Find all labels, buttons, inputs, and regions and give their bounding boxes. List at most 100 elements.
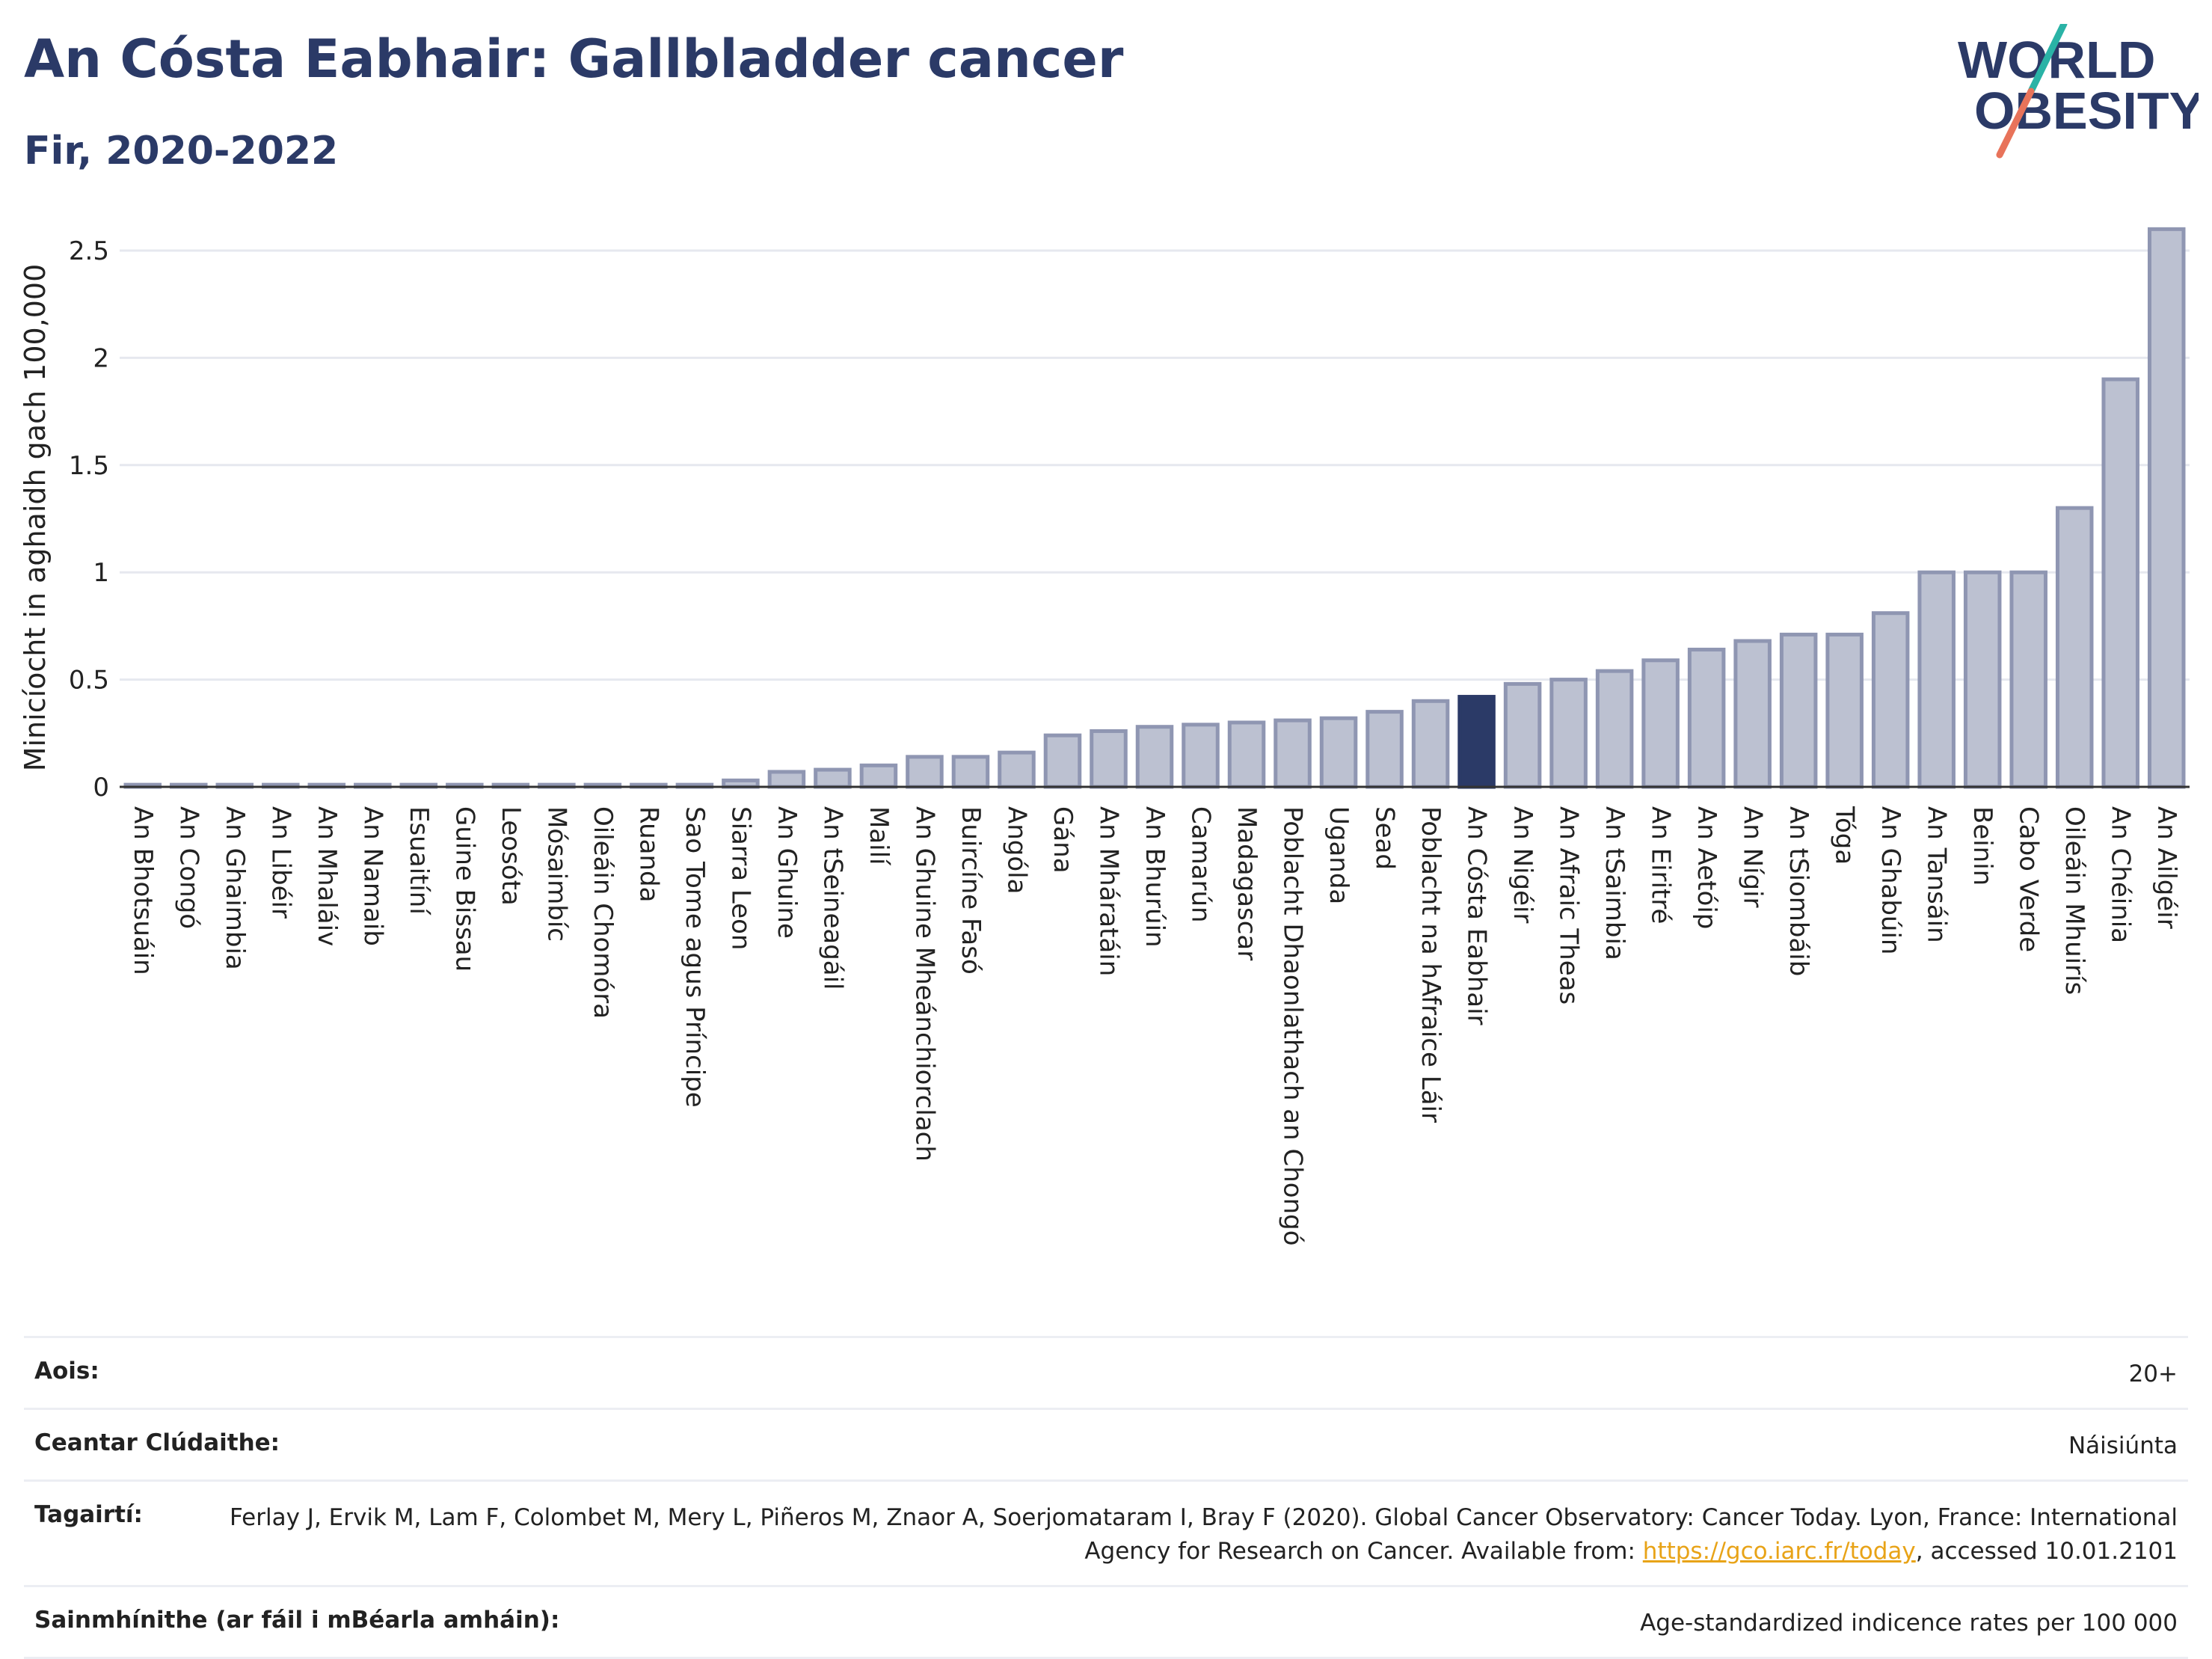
bar — [1733, 639, 1772, 789]
x-tick-label: Beinin — [1967, 806, 1997, 886]
bar — [1503, 681, 1542, 789]
bar — [1549, 678, 1588, 789]
y-tick-label: 2.5 — [69, 236, 109, 266]
x-tick-label: Leosóta — [496, 806, 526, 906]
bar — [1365, 710, 1404, 789]
bar — [1227, 720, 1266, 789]
definitions-label: Sainmhínithe (ar fáil i mBéarla amháin): — [34, 1606, 560, 1634]
references-value: Ferlay J, Ervik M, Lam F, Colombet M, Me… — [173, 1501, 2178, 1568]
bar — [1917, 570, 1956, 789]
x-tick-label: An Congó — [173, 806, 203, 929]
x-tick-label: An Chéinia — [2106, 806, 2136, 943]
reference-link[interactable]: https://gco.iarc.fr/today — [1642, 1537, 1916, 1565]
footer-row-references: Tagairtí: Ferlay J, Ervik M, Lam F, Colo… — [24, 1479, 2188, 1585]
x-tick-label: Sead — [1370, 806, 1400, 870]
chart-footer: Aois: 20+ Ceantar Clúdaithe: Náisiúnta T… — [24, 1336, 2188, 1659]
x-tick-label: Oileáin Mhuirís — [2059, 806, 2089, 995]
bar — [1274, 718, 1312, 789]
x-tick-label: An Afraic Theas — [1554, 806, 1584, 1005]
logo-slash-top — [2027, 24, 2068, 95]
x-axis-ticks: An Bhotsuáin An Congó An Ghaimbia An Libéir… — [128, 806, 2181, 1246]
bar — [906, 755, 944, 789]
bar — [1963, 570, 2002, 789]
x-tick-label: An Ailgéir — [2151, 806, 2181, 929]
age-value: 20+ — [2128, 1361, 2178, 1387]
references-label: Tagairtí: — [34, 1500, 143, 1528]
bar — [1825, 632, 1864, 789]
x-tick-label: Buircíne Fasó — [956, 806, 986, 975]
bar — [2101, 377, 2139, 789]
y-tick-label: 0 — [93, 773, 109, 803]
x-tick-label: An tSeineagáil — [817, 806, 847, 990]
bar — [1090, 729, 1128, 789]
x-tick-label: An Bhotsuáin — [128, 806, 158, 975]
y-tick-label: 0.5 — [69, 666, 109, 696]
x-tick-label: Angóla — [1001, 806, 1031, 894]
bar — [1411, 699, 1450, 789]
x-tick-label: Ruanda — [633, 806, 663, 902]
x-tick-label: An Tansáin — [1922, 806, 1952, 943]
y-axis-ticks: 0 0.5 1 1.5 2 2.5 — [69, 236, 109, 803]
x-tick-label: An Cósta Eabhair — [1462, 806, 1492, 1025]
bar — [951, 755, 990, 789]
bar-highlighted — [1457, 695, 1496, 789]
x-tick-label: An tSaimbia — [1600, 806, 1629, 960]
bar — [998, 750, 1036, 789]
x-tick-label: Mósaimbíc — [541, 806, 571, 942]
bar — [1135, 725, 1174, 789]
x-tick-label: Oileáin Chomóra — [588, 806, 618, 1019]
x-tick-label: An Aetóip — [1692, 806, 1721, 929]
x-tick-label: Camarún — [1186, 806, 1216, 923]
bar — [1779, 632, 1818, 789]
x-tick-label: An Mhaláiv — [312, 806, 342, 946]
logo-slash-bottom — [1996, 88, 2035, 159]
bar — [1641, 658, 1680, 789]
x-tick-label: An Bhurúin — [1140, 806, 1170, 948]
x-tick-label: Gána — [1048, 806, 1078, 874]
y-tick-label: 1.5 — [69, 451, 109, 481]
bar — [1182, 723, 1220, 789]
x-tick-label: Uganda — [1324, 806, 1354, 904]
age-label: Aois: — [34, 1358, 99, 1384]
x-tick-label: An Ghabúin — [1875, 806, 1905, 954]
bar — [1871, 611, 1910, 789]
area-value: Náisiúnta — [2068, 1432, 2178, 1459]
footer-row-definitions: Sainmhínithe (ar fáil i mBéarla amháin):… — [24, 1584, 2188, 1659]
page-title: An Cósta Eabhair: Gallbladder cancer — [24, 28, 1124, 90]
x-tick-label: An Nígir — [1738, 806, 1768, 908]
y-tick-label: 1 — [93, 558, 109, 588]
x-tick-label: Madagascar — [1232, 806, 1262, 960]
bar — [2009, 570, 2047, 789]
x-tick-label: Poblacht na hAfraice Láir — [1416, 806, 1446, 1123]
x-tick-label: An Ghuine — [772, 806, 802, 939]
x-tick-label: Siarra Leon — [725, 806, 755, 950]
x-tick-label: Sao Tome agus Príncipe — [680, 806, 710, 1108]
x-tick-label: Guine Bissau — [449, 806, 479, 972]
bar — [1043, 733, 1082, 789]
bar — [2147, 227, 2186, 789]
x-tick-label: Esuaitíní — [404, 806, 434, 916]
reference-text: Ferlay J, Ervik M, Lam F, Colombet M, Me… — [230, 1503, 2178, 1565]
x-tick-label: An Ghaimbia — [220, 806, 250, 970]
x-tick-label: An Ghuine Mheánchiorclach — [909, 806, 939, 1162]
x-tick-label: An Eiritré — [1646, 806, 1676, 924]
world-obesity-logo: WORLD OBESITY — [1958, 24, 2199, 159]
x-tick-label: An Libéir — [265, 806, 295, 919]
definitions-value: Age-standardized indicence rates per 100… — [1640, 1609, 2178, 1637]
page-subtitle: Fir, 2020-2022 — [24, 129, 339, 174]
x-tick-label: An tSiombáib — [1784, 806, 1813, 976]
bar-chart: 0 0.5 1 1.5 2 2.5 An Bhotsuáin An Congó An Ghai… — [19, 227, 2190, 1246]
y-axis-title: Minicíocht in aghaidh gach 100,000 — [19, 264, 52, 772]
bar — [1687, 647, 1726, 789]
area-label: Ceantar Clúdaithe: — [34, 1429, 280, 1456]
bar — [767, 770, 806, 789]
bar — [814, 767, 852, 789]
x-tick-label: An Nigéir — [1508, 806, 1537, 923]
x-tick-label: An Namaib — [357, 806, 387, 946]
x-tick-label: An Mháratáin — [1093, 806, 1123, 976]
bar — [1319, 716, 1358, 789]
footer-row-area: Ceantar Clúdaithe: Náisiúnta — [24, 1407, 2188, 1479]
bar — [1595, 669, 1634, 789]
y-tick-label: 2 — [93, 343, 109, 373]
x-tick-label: Poblacht Dhaonlathach an Chongó — [1278, 806, 1308, 1246]
